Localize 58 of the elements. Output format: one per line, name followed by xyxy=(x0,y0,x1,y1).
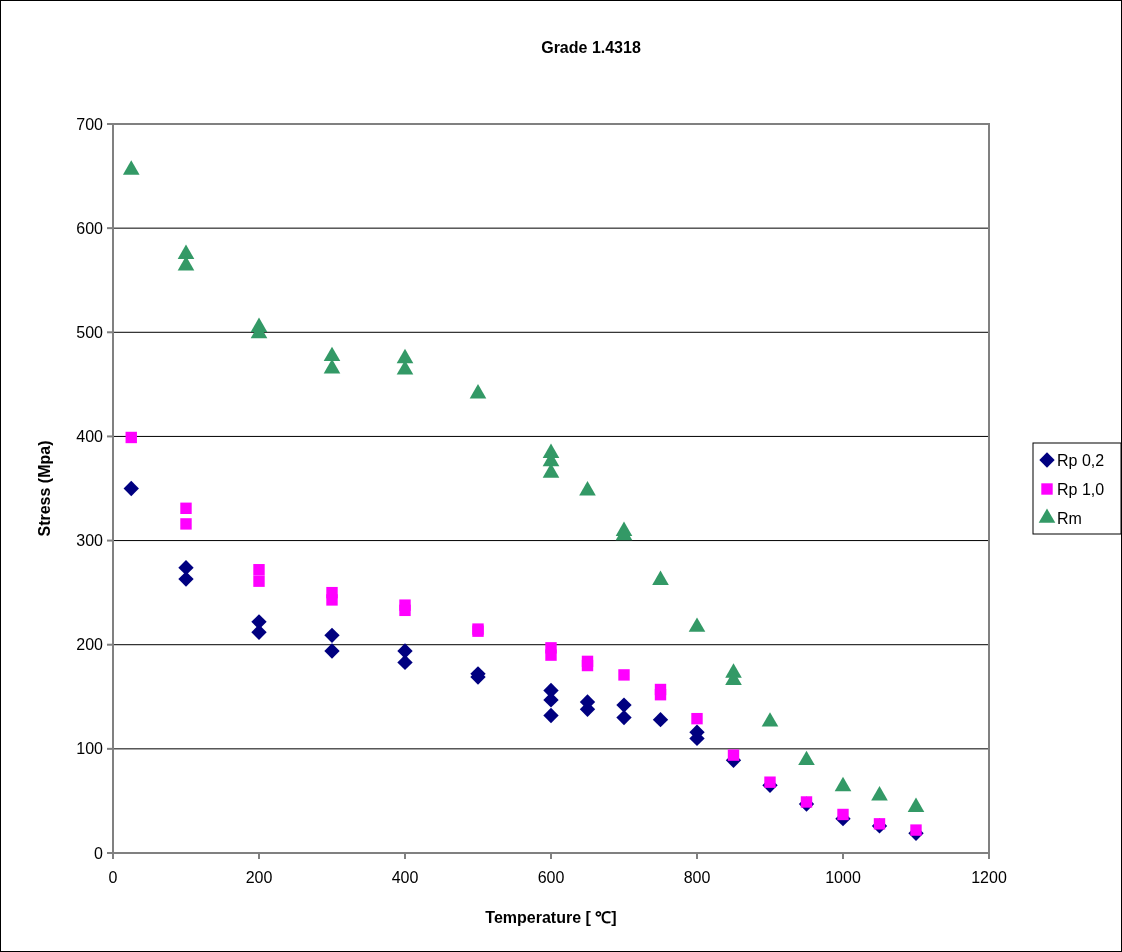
y-tick-label: 300 xyxy=(76,532,104,550)
point xyxy=(581,659,594,672)
y-tick-label: 700 xyxy=(76,115,104,133)
point xyxy=(180,502,192,514)
point xyxy=(691,712,703,725)
point xyxy=(253,564,265,576)
point xyxy=(543,707,559,724)
x-tick-label: 400 xyxy=(391,869,419,886)
point xyxy=(122,160,140,175)
point xyxy=(323,359,341,374)
x-tick-label: 0 xyxy=(108,869,118,886)
legend-label: Rp 1,0 xyxy=(1057,480,1105,498)
point xyxy=(399,604,411,617)
x-axis-title: Temperature [ ℃] xyxy=(485,909,617,926)
point xyxy=(396,348,414,364)
y-tick-label: 500 xyxy=(76,323,104,341)
point xyxy=(618,669,630,681)
legend-label: Rm xyxy=(1057,509,1082,527)
point xyxy=(323,346,341,362)
x-tick-label: 1200 xyxy=(971,869,1007,886)
point xyxy=(326,594,338,606)
point xyxy=(324,627,340,644)
point xyxy=(253,575,265,587)
point xyxy=(873,818,886,830)
point xyxy=(652,712,669,728)
x-tick-label: 600 xyxy=(537,869,565,886)
point xyxy=(469,384,487,399)
point xyxy=(616,709,632,726)
point xyxy=(654,689,667,701)
point xyxy=(910,824,922,836)
point xyxy=(123,480,139,497)
point xyxy=(180,518,192,530)
point xyxy=(579,480,596,496)
x-tick-label: 1000 xyxy=(825,869,861,886)
point xyxy=(727,749,740,761)
y-tick-label: 100 xyxy=(76,740,104,758)
x-tick-label: 200 xyxy=(245,869,273,886)
point xyxy=(837,808,849,821)
point xyxy=(616,697,632,713)
y-tick-label: 600 xyxy=(76,219,104,237)
legend-label: Rp 0,2 xyxy=(1057,451,1105,469)
y-tick-label: 400 xyxy=(76,428,104,446)
point xyxy=(800,796,813,808)
x-tick-label: 800 xyxy=(683,869,711,886)
point xyxy=(397,654,413,671)
point xyxy=(177,244,195,259)
y-tick-label: 0 xyxy=(94,844,104,862)
y-axis-title: Stress (Mpa) xyxy=(36,440,53,537)
point xyxy=(652,570,669,585)
point xyxy=(178,571,194,587)
point xyxy=(125,431,137,444)
point xyxy=(545,649,557,661)
point xyxy=(688,617,706,632)
point xyxy=(178,559,194,576)
point xyxy=(324,643,340,659)
chart-title: Grade 1.4318 xyxy=(541,39,641,56)
point xyxy=(764,776,776,788)
y-tick-label: 200 xyxy=(76,636,104,654)
